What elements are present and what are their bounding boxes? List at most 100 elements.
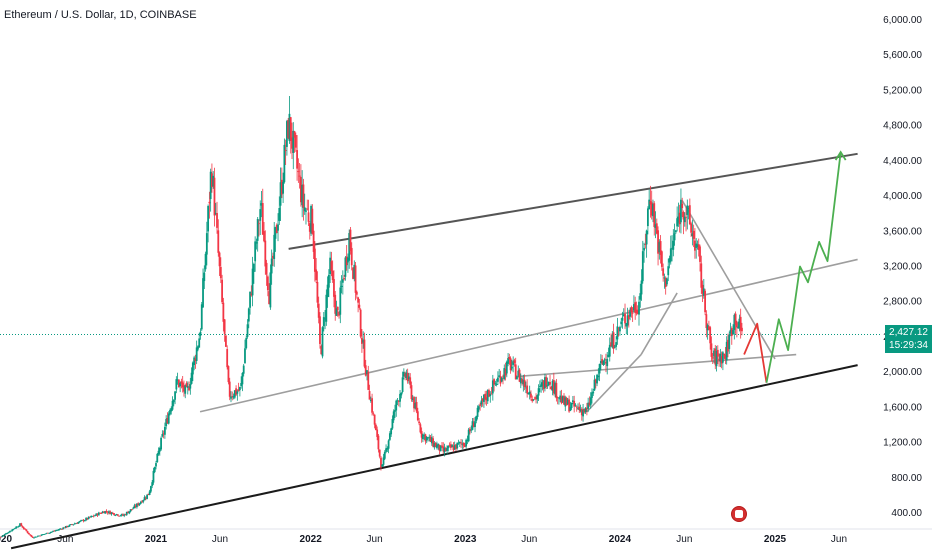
candle-body: [170, 408, 173, 412]
candle-body: [544, 377, 546, 388]
candle-body: [708, 326, 710, 330]
candle-body: [254, 241, 257, 262]
candle-body: [542, 380, 545, 390]
candle-body: [662, 268, 665, 276]
candle-body: [47, 532, 49, 534]
y-tick-label: 1,200.00: [883, 438, 922, 449]
candle-body: [429, 436, 432, 442]
candle-body: [278, 207, 281, 221]
candle-body: [636, 310, 639, 314]
candle-body: [319, 316, 321, 344]
candle-body: [436, 445, 438, 448]
candle-body: [476, 407, 479, 417]
candle-body: [161, 434, 164, 437]
candle-body: [199, 331, 202, 336]
candle-body: [465, 439, 468, 447]
candle-body: [286, 121, 288, 147]
candle-body: [690, 223, 693, 233]
candle-body: [134, 505, 137, 508]
candle-body: [641, 251, 644, 282]
candle-body: [449, 444, 452, 448]
candle-body: [549, 381, 551, 385]
candle-body: [591, 392, 593, 398]
candle-body: [580, 408, 583, 416]
candle-body: [369, 399, 372, 402]
candle-body: [329, 257, 332, 275]
candle-body: [460, 442, 462, 444]
candle-body: [89, 516, 91, 518]
candle-body: [560, 396, 563, 404]
candle-body: [592, 391, 595, 394]
candle-body: [694, 240, 696, 251]
candle-body: [664, 278, 667, 287]
candle-body: [470, 429, 473, 431]
candle-body: [279, 182, 282, 206]
candle-body: [153, 467, 156, 472]
candle-body: [596, 374, 598, 384]
candle-body: [217, 230, 220, 253]
candle-body: [237, 389, 240, 391]
candle-body: [259, 209, 262, 221]
candle-body: [212, 175, 215, 187]
candle-body: [633, 304, 635, 311]
candle-body: [71, 524, 74, 526]
candle-body: [438, 444, 441, 451]
candle-body: [657, 230, 659, 254]
candle-body: [669, 248, 672, 262]
candle-body: [148, 491, 151, 495]
candle-body: [157, 450, 160, 455]
candle-body: [691, 233, 694, 237]
candle-body: [498, 375, 501, 377]
candle-body: [733, 314, 736, 330]
candle-body: [344, 257, 347, 277]
us-flag-event-icon[interactable]: [731, 506, 747, 522]
candle-body: [306, 208, 309, 210]
candle-body: [659, 241, 662, 255]
y-tick-label: 1,600.00: [883, 402, 922, 413]
candle-body: [165, 419, 168, 427]
trendline: [640, 292, 678, 355]
candle-body: [456, 442, 459, 449]
candle-body: [528, 391, 531, 395]
candle-body: [561, 396, 564, 402]
candle-body: [136, 503, 138, 508]
candle-body: [497, 377, 499, 382]
candle-body: [48, 532, 51, 534]
x-tick-label: Jun: [676, 534, 692, 545]
candle-body: [724, 354, 727, 360]
candle-body: [327, 274, 330, 288]
candle-body: [574, 404, 577, 406]
candle-body: [322, 317, 325, 327]
candle-body: [150, 486, 152, 492]
y-tick-label: 4,000.00: [883, 191, 922, 202]
candle-body: [180, 381, 183, 384]
candle-body: [22, 527, 25, 529]
candle-body: [481, 398, 484, 402]
candle-body: [448, 444, 451, 446]
candle-body: [677, 216, 680, 223]
candle-body: [294, 135, 297, 148]
candle-body: [713, 350, 715, 357]
candle-body: [282, 181, 285, 194]
candle-body: [416, 411, 419, 421]
candle-body: [603, 359, 606, 361]
candle-body: [130, 509, 133, 510]
candle-body: [601, 359, 604, 364]
candle-body: [397, 401, 400, 402]
candle-body: [338, 311, 340, 316]
candle-body: [629, 309, 632, 317]
candle-body: [594, 379, 597, 383]
candle-body: [75, 523, 77, 525]
candle-body: [714, 348, 717, 365]
candle-body: [519, 378, 522, 384]
x-tick-label: Jun: [521, 534, 537, 545]
candle-body: [273, 234, 276, 259]
candle-body: [269, 272, 272, 308]
candle-body: [120, 514, 123, 516]
candle-body: [345, 256, 348, 266]
candle-body: [108, 511, 110, 513]
candle-body: [343, 278, 346, 280]
candle-body: [678, 212, 681, 225]
candle-body: [599, 361, 602, 364]
